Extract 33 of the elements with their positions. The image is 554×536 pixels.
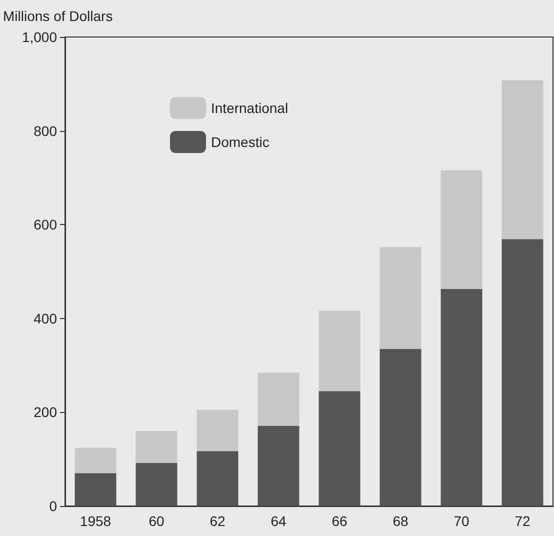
x-tick-label: 64 xyxy=(270,513,286,529)
legend-label: International xyxy=(211,100,288,116)
bar xyxy=(136,430,178,463)
y-tick-label: 800 xyxy=(34,122,58,139)
x-tick-label: 1958 xyxy=(80,513,112,529)
bar xyxy=(74,448,116,474)
x-tick-label: 62 xyxy=(210,513,226,529)
bar xyxy=(196,451,238,506)
bar xyxy=(318,391,360,506)
y-tick-label: 1,000 xyxy=(22,29,58,45)
x-tick-label: 72 xyxy=(514,513,530,529)
bar xyxy=(136,462,178,506)
bar xyxy=(380,247,422,349)
y-tick-label: 400 xyxy=(34,310,58,326)
bar xyxy=(380,348,422,506)
bar xyxy=(502,80,544,240)
bar xyxy=(440,288,482,506)
legend-label: Domestic xyxy=(211,134,270,150)
bar xyxy=(440,170,482,289)
bar xyxy=(318,310,360,392)
x-tick-label: 66 xyxy=(332,513,348,529)
bar xyxy=(74,473,116,506)
bar xyxy=(258,426,300,506)
x-tick-label: 60 xyxy=(148,513,164,529)
x-tick-label: 70 xyxy=(454,513,470,529)
bar xyxy=(258,372,300,426)
y-tick-label: 0 xyxy=(49,498,58,514)
bar xyxy=(196,410,238,452)
bar xyxy=(502,239,544,506)
x-tick-label: 68 xyxy=(392,513,408,529)
y-tick-label: 200 xyxy=(34,404,58,420)
y-axis-title: Millions of Dollars xyxy=(3,8,113,24)
y-tick-label: 600 xyxy=(34,216,58,233)
